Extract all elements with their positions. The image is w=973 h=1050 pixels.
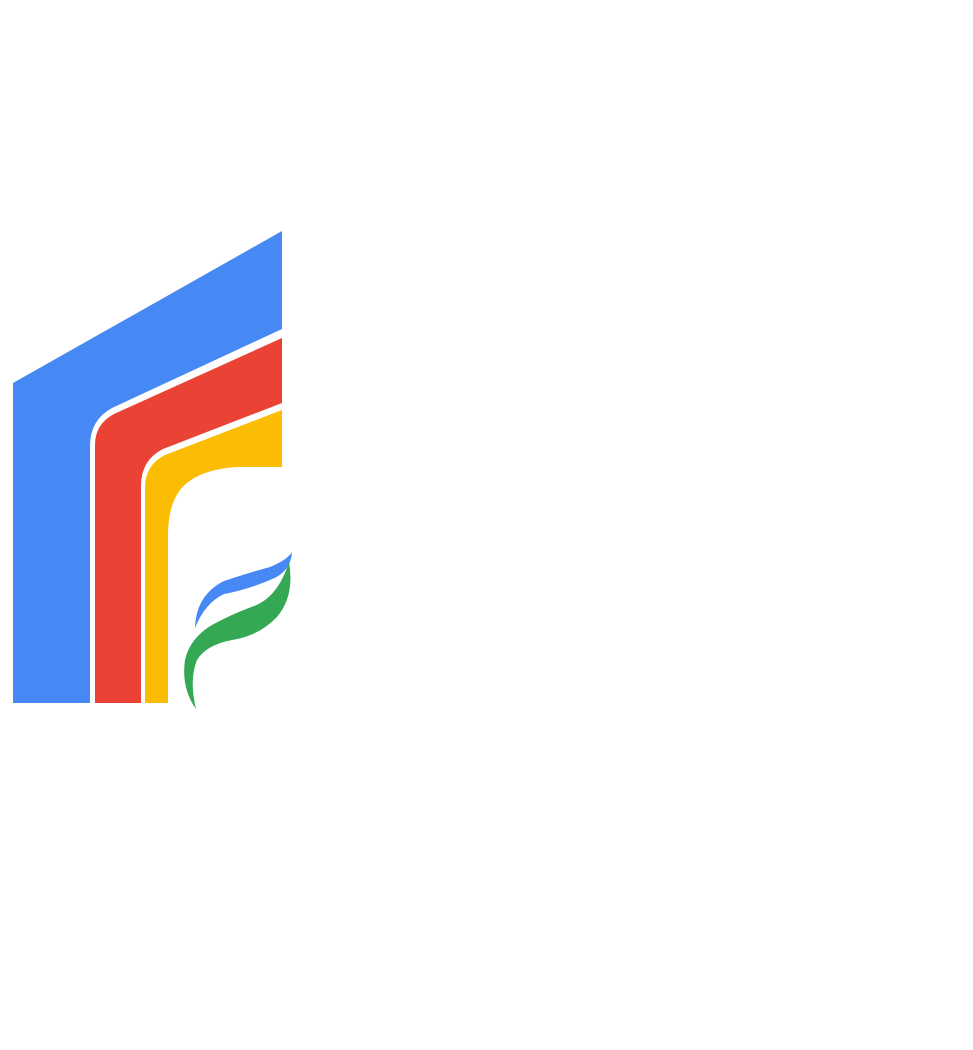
blue-band-shape <box>13 231 282 703</box>
yellow-band-shape <box>145 410 282 703</box>
blue-leaf-shape <box>195 552 292 628</box>
red-band-shape <box>95 338 282 703</box>
green-leaf-shape <box>184 562 291 709</box>
